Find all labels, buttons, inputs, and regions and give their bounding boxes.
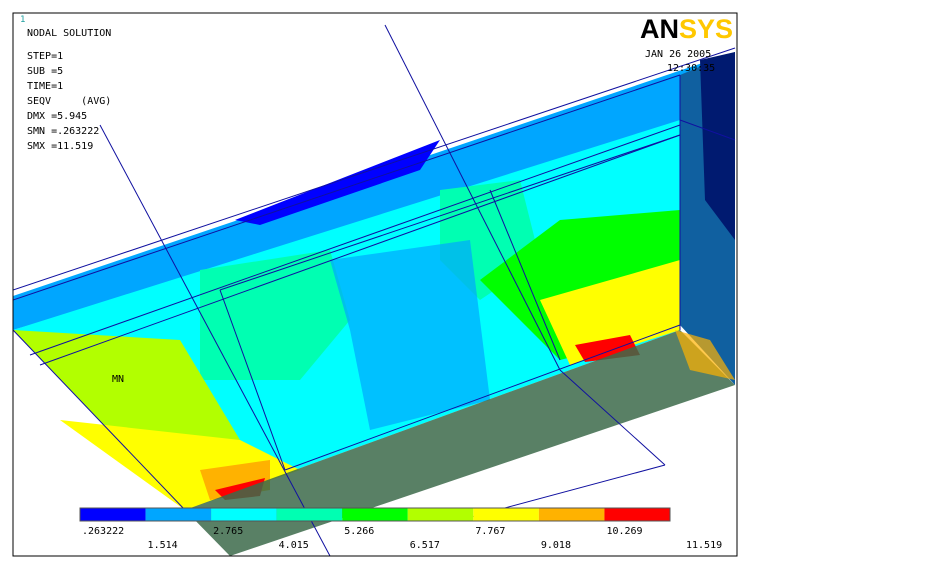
legend-swatch [342,508,408,521]
legend-swatch [473,508,539,521]
info-line: DMX =5.945 [27,111,87,122]
legend: .263222 1.514 2.765 4.015 5.266 6.517 7.767 9.0… [79,507,722,551]
info-block: NODAL SOLUTION STEP=1 SUB =5 TIME=1 SEQV (AV… [27,28,111,152]
legend-label: 2.765 [213,526,243,537]
info-line: TIME=1 [27,81,63,92]
info-line: SMX =11.519 [27,141,93,152]
legend-swatch [276,508,343,521]
window-number: 1 [20,15,25,25]
info-line: NODAL SOLUTION [27,28,111,39]
legend-border [79,507,671,522]
legend-label: 5.266 [344,526,374,537]
logo: ANSYS [640,14,733,44]
time: 12:30:35 [667,63,715,74]
legend-label: 9.018 [541,540,571,551]
info-line: SMN =.263222 [27,126,99,137]
legend-label: 1.514 [148,540,178,551]
legend-label: 7.767 [475,526,505,537]
model [13,24,736,556]
legend-label: 6.517 [410,540,440,551]
legend-label: 10.269 [606,526,642,537]
legend-swatch [538,508,605,521]
legend-swatch [80,508,146,521]
legend-swatch [604,508,670,521]
info-line: STEP=1 [27,51,63,62]
frame [12,12,738,557]
legend-label: 4.015 [279,540,309,551]
legend-swatch [145,508,212,521]
legend-label: .263222 [82,526,124,537]
legend-swatch [211,508,277,521]
legend-swatch [407,508,474,521]
date: JAN 26 2005 [645,49,711,60]
info-line: SUB =5 [27,66,63,77]
info-line: SEQV (AVG) [27,96,111,107]
legend-label: 11.519 [686,540,722,551]
min-marker: MN [112,374,124,385]
